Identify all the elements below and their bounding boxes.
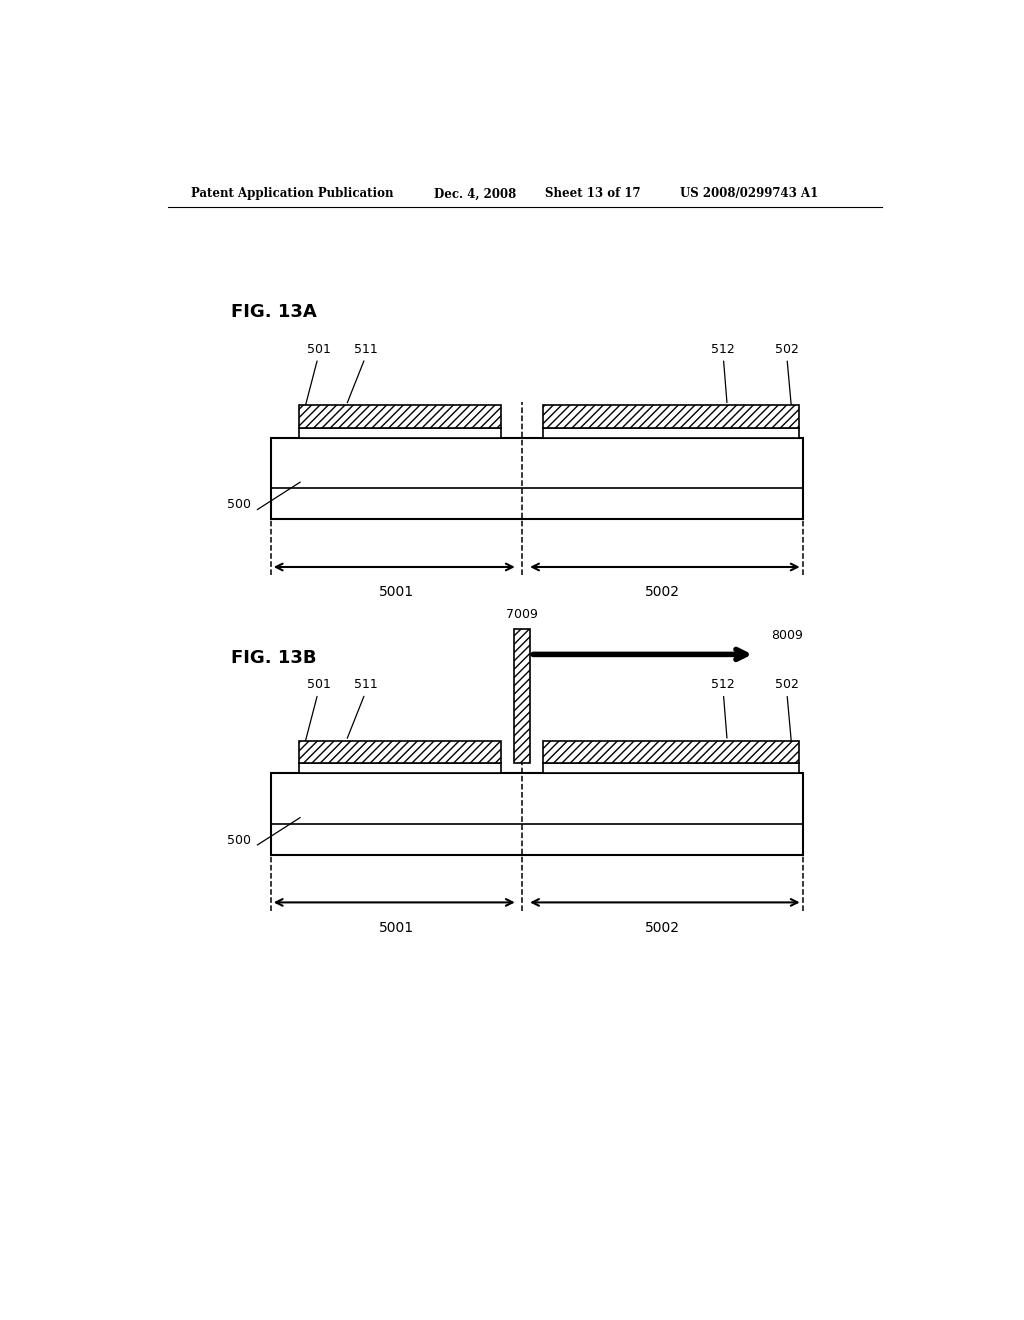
Text: Sheet 13 of 17: Sheet 13 of 17 <box>545 187 640 201</box>
Text: 511: 511 <box>347 342 378 403</box>
Text: 511: 511 <box>347 678 378 738</box>
Text: 5001: 5001 <box>379 585 414 599</box>
Bar <box>270 774 803 854</box>
Text: 5002: 5002 <box>645 921 680 935</box>
Bar <box>299 428 501 438</box>
Text: 502: 502 <box>775 678 799 750</box>
Bar <box>543 428 799 438</box>
Bar <box>270 438 803 519</box>
Text: FIG. 13B: FIG. 13B <box>231 648 316 667</box>
Text: 501: 501 <box>303 342 331 414</box>
Text: 5001: 5001 <box>379 921 414 935</box>
Bar <box>543 405 799 428</box>
Bar <box>299 763 501 774</box>
Bar <box>514 630 530 763</box>
Text: 512: 512 <box>712 678 735 738</box>
Text: 512: 512 <box>712 342 735 403</box>
Text: 501: 501 <box>303 678 331 750</box>
Text: Patent Application Publication: Patent Application Publication <box>191 187 394 201</box>
Bar <box>299 741 501 763</box>
Text: 7009: 7009 <box>507 609 539 620</box>
Text: US 2008/0299743 A1: US 2008/0299743 A1 <box>680 187 818 201</box>
Text: 8009: 8009 <box>771 630 803 643</box>
Text: 500: 500 <box>227 498 251 511</box>
Text: FIG. 13A: FIG. 13A <box>231 304 316 321</box>
Bar <box>299 405 501 428</box>
Text: Dec. 4, 2008: Dec. 4, 2008 <box>433 187 516 201</box>
Text: 5002: 5002 <box>645 585 680 599</box>
Text: 502: 502 <box>775 342 799 413</box>
Bar <box>543 763 799 774</box>
Text: 500: 500 <box>227 833 251 846</box>
Bar <box>543 741 799 763</box>
